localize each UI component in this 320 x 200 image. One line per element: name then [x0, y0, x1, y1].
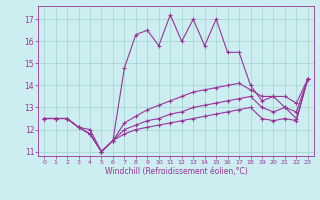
X-axis label: Windchill (Refroidissement éolien,°C): Windchill (Refroidissement éolien,°C): [105, 167, 247, 176]
